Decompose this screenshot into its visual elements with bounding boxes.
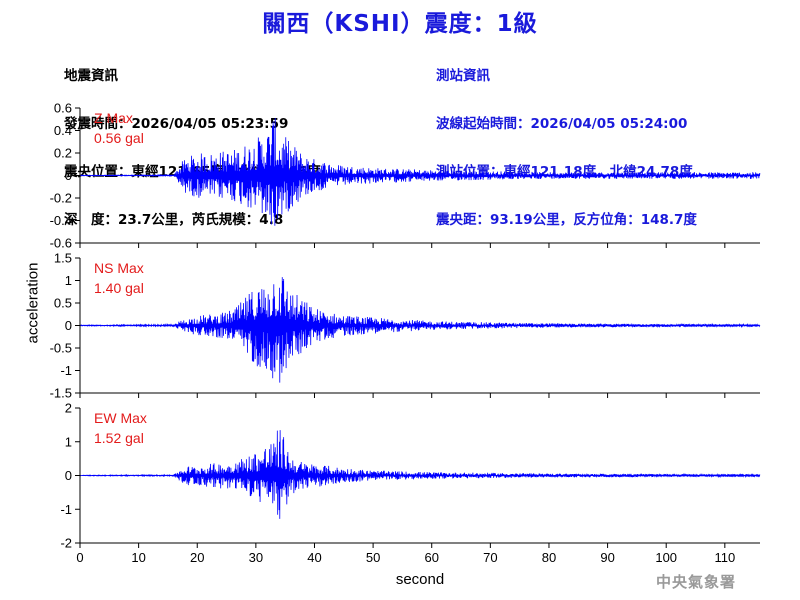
x-tick-label: 70 [483,550,497,565]
event-info-heading: 地震資訊 [64,68,118,84]
y-tick-label-z: 0.2 [54,146,72,161]
x-tick-label: 100 [655,550,677,565]
y-tick-label-z: 0.4 [54,123,72,138]
x-tick-label: 30 [249,550,263,565]
y-tick-label-ns: -1 [60,363,72,378]
y-tick-label-ns: 1 [65,273,72,288]
y-tick-label-ew: 1 [65,434,72,449]
y-tick-label-ns: 1.5 [54,251,72,266]
epicentral-distance: 震央距：93.19公里，反方位角：148.7度 [436,212,697,228]
x-tick-label: 80 [542,550,556,565]
agency-watermark: 中央氣象署 [656,573,737,591]
depth-magnitude: 深 度：23.7公里，芮氏規模：4.8 [64,212,284,228]
peak-value-ew: 1.52 gal [94,430,144,446]
x-tick-label: 110 [714,550,735,565]
peak-label-z: Z Max [94,110,133,126]
y-tick-label-ew: 2 [65,401,72,416]
x-tick-label: 20 [190,550,204,565]
y-tick-label-ns: 0 [65,318,72,333]
x-tick-label: 50 [366,550,380,565]
y-tick-label-z: 0.6 [54,101,72,116]
x-tick-label: 90 [600,550,614,565]
y-tick-label-z: -0.2 [50,191,72,206]
y-tick-label-z: -0.6 [50,236,72,251]
y-axis-label: acceleration [24,262,42,344]
waveform-z [79,118,761,226]
y-tick-label-ns: -1.5 [50,386,72,401]
station-info-heading: 測站資訊 [436,68,490,84]
y-tick-label-ns: 0.5 [54,296,72,311]
peak-value-ns: 1.40 gal [94,280,144,296]
y-tick-label-z: -0.4 [50,213,72,228]
y-tick-label-ew: -2 [60,536,72,551]
peak-value-z: 0.56 gal [94,130,144,146]
x-tick-label: 60 [424,550,438,565]
x-axis-label: second [395,571,445,588]
y-tick-label-ns: -0.5 [50,341,72,356]
waveform-start-time: 波線起始時間：2026/04/05 05:24:00 [436,116,688,132]
x-tick-label: 40 [307,550,321,565]
peak-label-ns: NS Max [94,260,144,276]
origin-time: 發震時間：2026/04/05 05:23:59 [64,116,289,132]
waveform-ew [79,430,761,519]
station-info-block: 測站資訊 波線起始時間：2026/04/05 05:24:00 測站位置：東經1… [436,36,697,244]
y-tick-label-z: 0 [65,168,72,183]
peak-label-ew: EW Max [94,410,147,426]
chart-title: 關西（KSHI）震度：1級 [262,11,538,37]
x-tick-label: 0 [76,550,83,565]
waveform-ns [79,277,761,383]
y-tick-label-ew: 0 [65,468,72,483]
y-tick-label-ew: -1 [60,502,72,517]
x-tick-label: 10 [131,550,145,565]
